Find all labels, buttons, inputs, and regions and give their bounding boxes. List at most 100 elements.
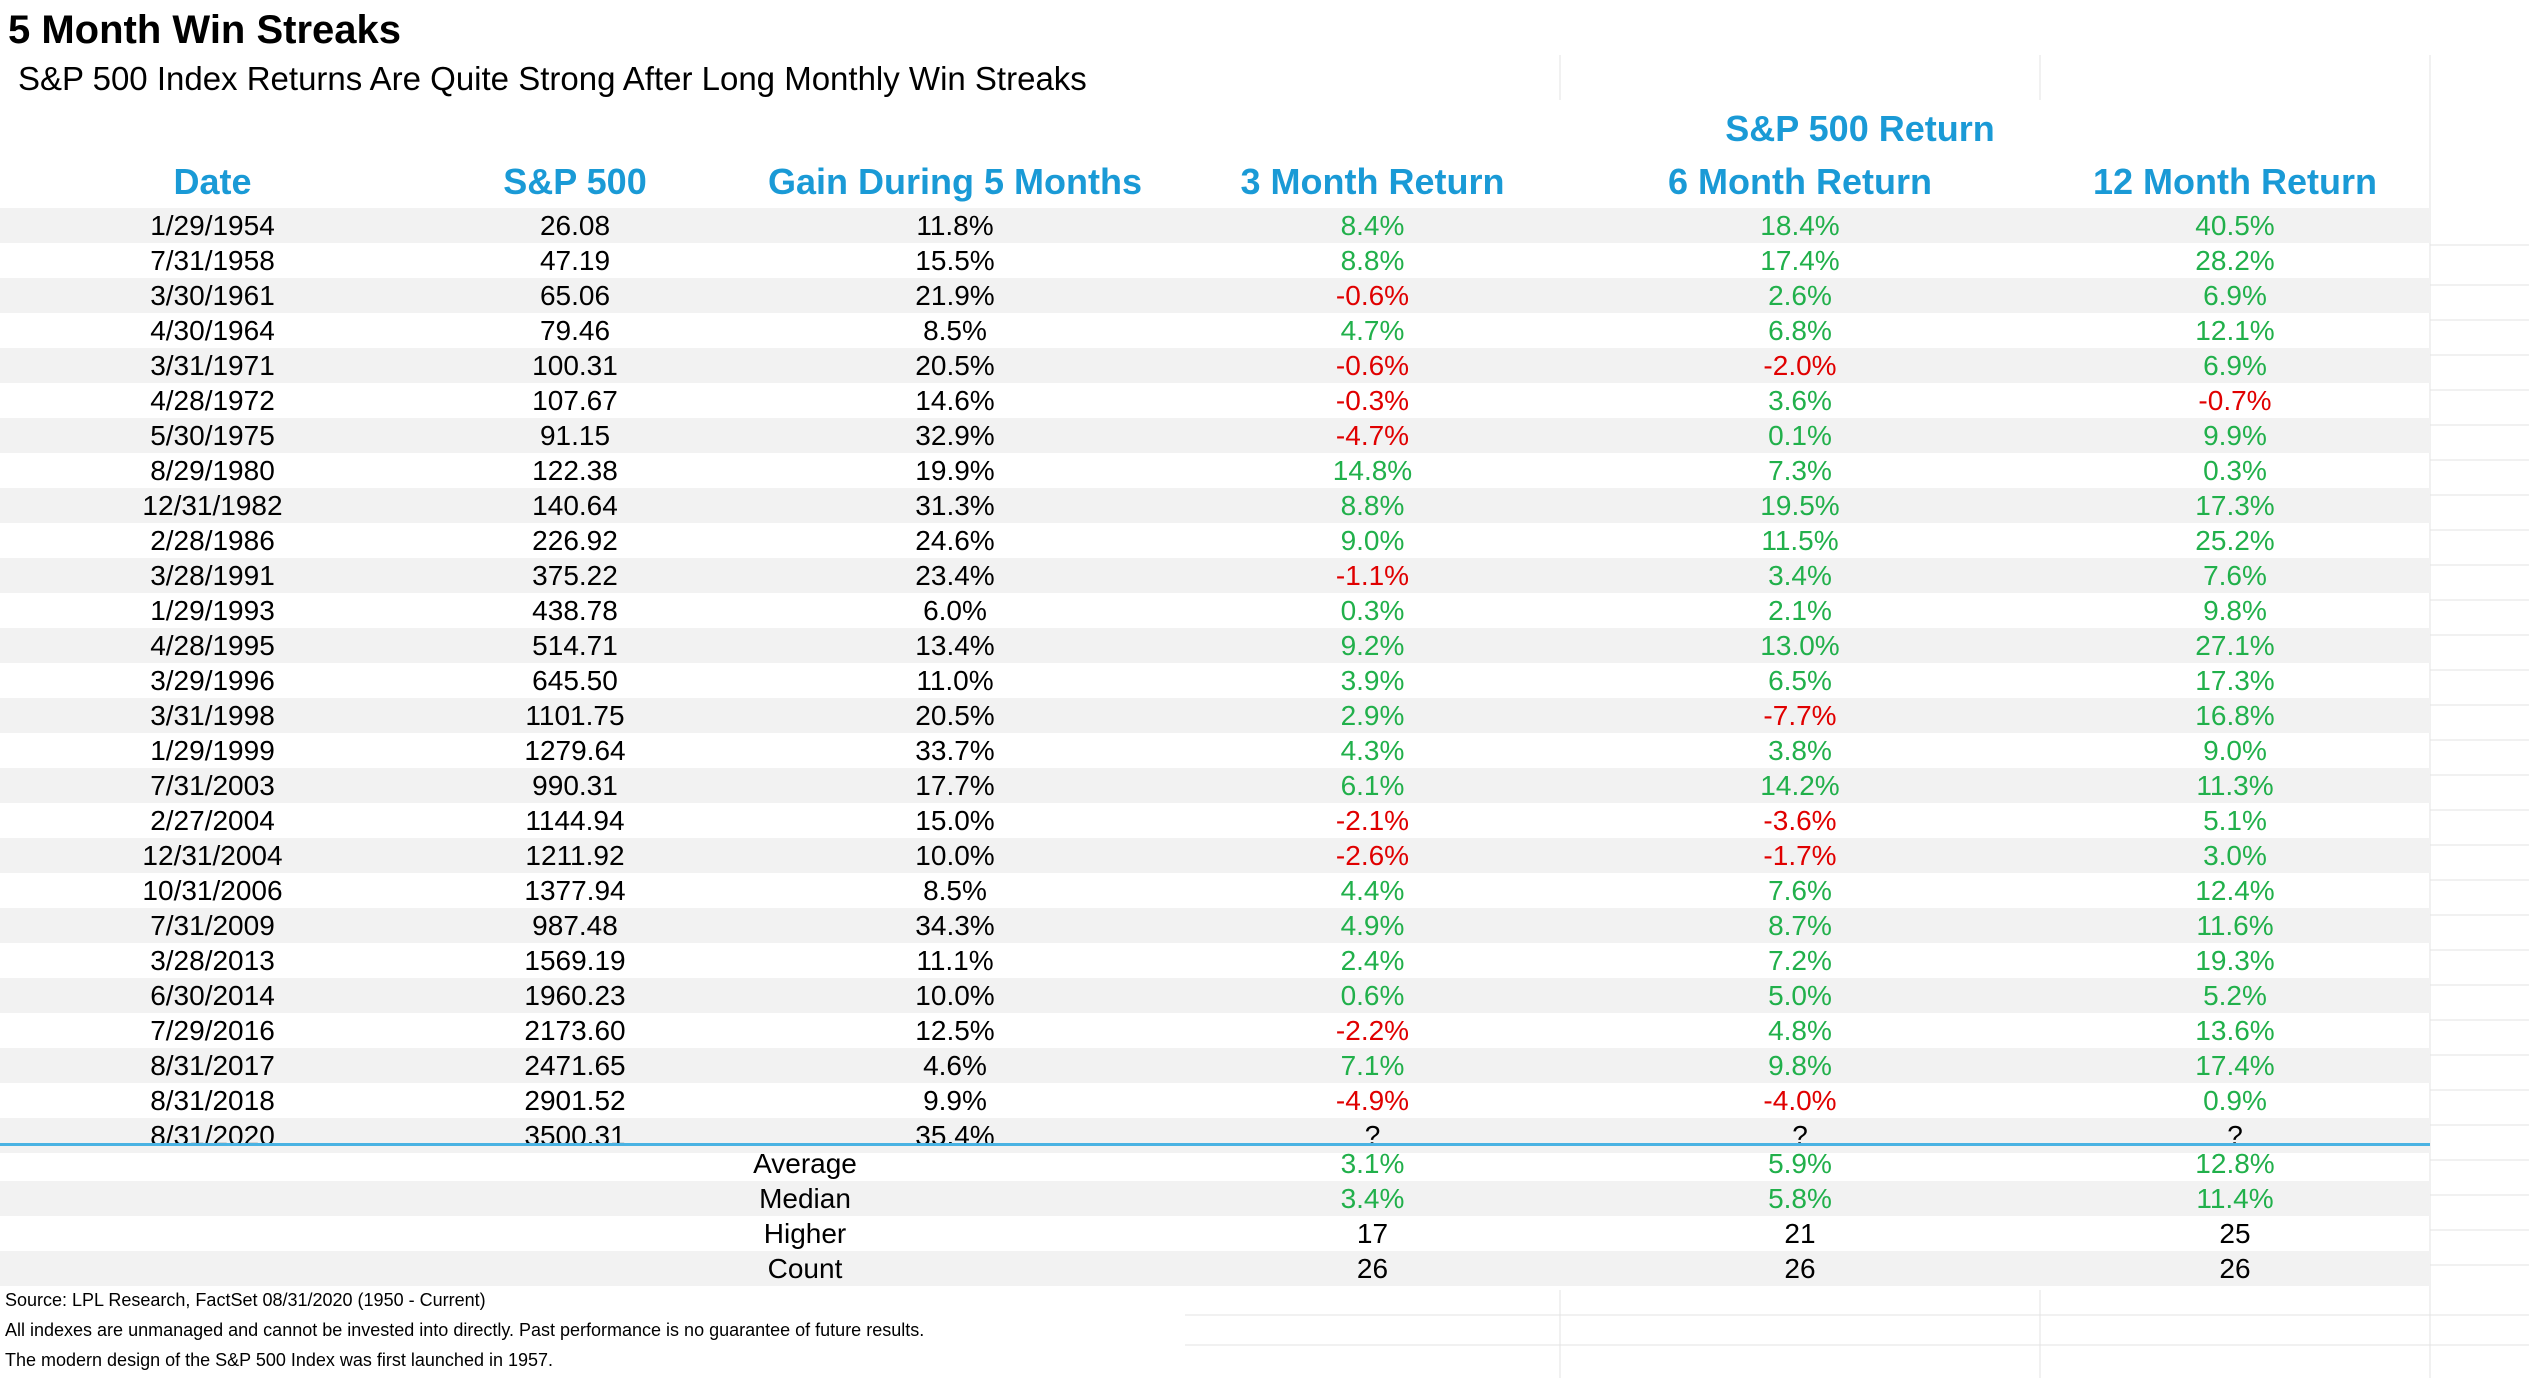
cell-return-12m: 11.3% <box>2196 770 2274 801</box>
cell-gain: 24.6% <box>915 525 995 556</box>
table-row: 7/31/2003 990.31 17.7% 6.1% 14.2% 11.3% <box>0 768 2430 803</box>
cell-gain: 4.6% <box>923 1050 987 1081</box>
cell-return-12m: 17.3% <box>2195 665 2275 696</box>
cell-sp500: 226.92 <box>532 525 618 556</box>
cell-sp500: 514.71 <box>532 630 618 661</box>
cell-date: 6/30/2014 <box>150 980 275 1011</box>
cell-return-6m: 13.0% <box>1760 630 1840 661</box>
cell-return-12m: 9.0% <box>2203 735 2267 766</box>
cell-return-12m: 28.2% <box>2195 245 2275 276</box>
cell-return-12m: 11.6% <box>2196 910 2274 941</box>
cell-return-3m: -0.6% <box>1335 280 1410 311</box>
summary-return-6m: 5.9% <box>1768 1148 1832 1179</box>
cell-sp500: 2471.65 <box>524 1050 626 1081</box>
table-row: 7/29/2016 2173.60 12.5% -2.2% 4.8% 13.6% <box>0 1013 2430 1048</box>
summary-return-6m: 5.8% <box>1768 1183 1832 1214</box>
summary-return-3m: 3.1% <box>1340 1148 1405 1179</box>
cell-return-12m: 9.8% <box>2203 595 2267 626</box>
cell-return-6m: 7.2% <box>1768 945 1832 976</box>
cell-return-12m: 27.1% <box>2195 630 2275 661</box>
cell-gain: 8.5% <box>923 875 987 906</box>
cell-return-12m: 0.9% <box>2203 1085 2267 1116</box>
cell-sp500: 91.15 <box>539 420 611 451</box>
cell-sp500: 26.08 <box>539 210 611 241</box>
cell-gain: 12.5% <box>915 1015 995 1046</box>
cell-return-6m: 5.0% <box>1768 980 1832 1011</box>
column-header-3-month: 3 Month Return <box>1240 161 1505 202</box>
cell-return-6m: -1.7% <box>1763 840 1837 871</box>
cell-return-12m: 3.0% <box>2203 840 2267 871</box>
cell-return-3m: 7.1% <box>1340 1050 1405 1081</box>
summary-return-12m: 25 <box>2219 1218 2251 1249</box>
cell-return-12m: 12.1% <box>2195 315 2275 346</box>
cell-return-12m: 6.9% <box>2203 280 2267 311</box>
cell-return-3m: 8.8% <box>1340 490 1405 521</box>
cell-gain: 13.4% <box>915 630 995 661</box>
table-row: 12/31/2004 1211.92 10.0% -2.6% -1.7% 3.0% <box>0 838 2430 873</box>
cell-return-12m: -0.7% <box>2198 385 2272 416</box>
cell-return-12m: 9.9% <box>2203 420 2267 451</box>
cell-sp500: 107.67 <box>532 385 618 416</box>
cell-return-3m: 3.9% <box>1340 665 1405 696</box>
summary-row: Median 3.4% 5.8% 11.4% <box>0 1181 2430 1216</box>
cell-return-6m: 11.5% <box>1761 525 1839 556</box>
cell-sp500: 65.06 <box>539 280 611 311</box>
cell-return-3m: -4.7% <box>1335 420 1410 451</box>
cell-gain: 32.9% <box>915 420 995 451</box>
table-row: 4/28/1995 514.71 13.4% 9.2% 13.0% 27.1% <box>0 628 2430 663</box>
cell-return-12m: 17.4% <box>2195 1050 2275 1081</box>
table-row: 8/31/2017 2471.65 4.6% 7.1% 9.8% 17.4% <box>0 1048 2430 1083</box>
cell-sp500: 1279.64 <box>524 735 626 766</box>
cell-return-3m: 9.2% <box>1340 630 1405 661</box>
table-row: 8/31/2018 2901.52 9.9% -4.9% -4.0% 0.9% <box>0 1083 2430 1118</box>
summary-return-6m: 26 <box>1784 1253 1816 1284</box>
cell-return-6m: -4.0% <box>1763 1085 1837 1116</box>
table-row: 4/30/1964 79.46 8.5% 4.7% 6.8% 12.1% <box>0 313 2430 348</box>
win-streak-table: 1/29/1954 26.08 11.8% 8.4% 18.4% 40.5% 7/31/19… <box>0 208 2430 1153</box>
cell-date: 3/28/1991 <box>150 560 275 591</box>
cell-return-12m: 19.3% <box>2195 945 2275 976</box>
column-header-gain: Gain During 5 Months <box>768 161 1142 202</box>
table-row: 3/31/1971 100.31 20.5% -0.6% -2.0% 6.9% <box>0 348 2430 383</box>
table-row: 2/28/1986 226.92 24.6% 9.0% 11.5% 25.2% <box>0 523 2430 558</box>
summary-label: Count <box>767 1253 843 1284</box>
summary-label: Average <box>753 1148 857 1179</box>
cell-return-3m: 14.8% <box>1332 455 1413 486</box>
cell-return-6m: 7.3% <box>1768 455 1832 486</box>
cell-return-12m: 12.4% <box>2195 875 2275 906</box>
cell-gain: 17.7% <box>915 770 995 801</box>
cell-return-12m: 25.2% <box>2195 525 2275 556</box>
cell-return-12m: 17.3% <box>2195 490 2275 521</box>
cell-sp500: 438.78 <box>532 595 618 626</box>
cell-return-3m: -0.3% <box>1335 385 1410 416</box>
cell-sp500: 645.50 <box>532 665 618 696</box>
table-row: 2/27/2004 1144.94 15.0% -2.1% -3.6% 5.1% <box>0 803 2430 838</box>
cell-date: 8/31/2017 <box>150 1050 275 1081</box>
cell-date: 7/31/2009 <box>150 910 275 941</box>
cell-return-6m: 3.6% <box>1768 385 1832 416</box>
cell-date: 12/31/1982 <box>142 490 283 521</box>
cell-date: 7/29/2016 <box>150 1015 275 1046</box>
table-row: 7/31/1958 47.19 15.5% 8.8% 17.4% 28.2% <box>0 243 2430 278</box>
cell-return-6m: 3.4% <box>1768 560 1832 591</box>
cell-gain: 23.4% <box>915 560 995 591</box>
cell-gain: 10.0% <box>915 840 995 871</box>
cell-return-3m: 0.3% <box>1340 595 1405 626</box>
cell-date: 3/28/2013 <box>150 945 275 976</box>
cell-return-3m: -1.1% <box>1335 560 1410 591</box>
cell-return-6m: 0.1% <box>1768 420 1832 451</box>
page-title: 5 Month Win Streaks <box>8 8 402 52</box>
cell-sp500: 100.31 <box>532 350 618 381</box>
summary-return-3m: 26 <box>1356 1253 1389 1284</box>
cell-sp500: 1960.23 <box>524 980 626 1011</box>
summary-return-12m: 26 <box>2219 1253 2251 1284</box>
cell-return-12m: 0.3% <box>2203 455 2267 486</box>
cell-date: 12/31/2004 <box>142 840 283 871</box>
cell-gain: 31.3% <box>915 490 995 521</box>
cell-gain: 11.8% <box>916 210 994 241</box>
cell-return-3m: -4.9% <box>1335 1085 1410 1116</box>
cell-gain: 15.5% <box>915 245 995 276</box>
sp500-return-group-header: S&P 500 Return <box>1725 108 1995 149</box>
summary-label: Higher <box>763 1218 847 1249</box>
cell-return-12m: 40.5% <box>2195 210 2275 241</box>
